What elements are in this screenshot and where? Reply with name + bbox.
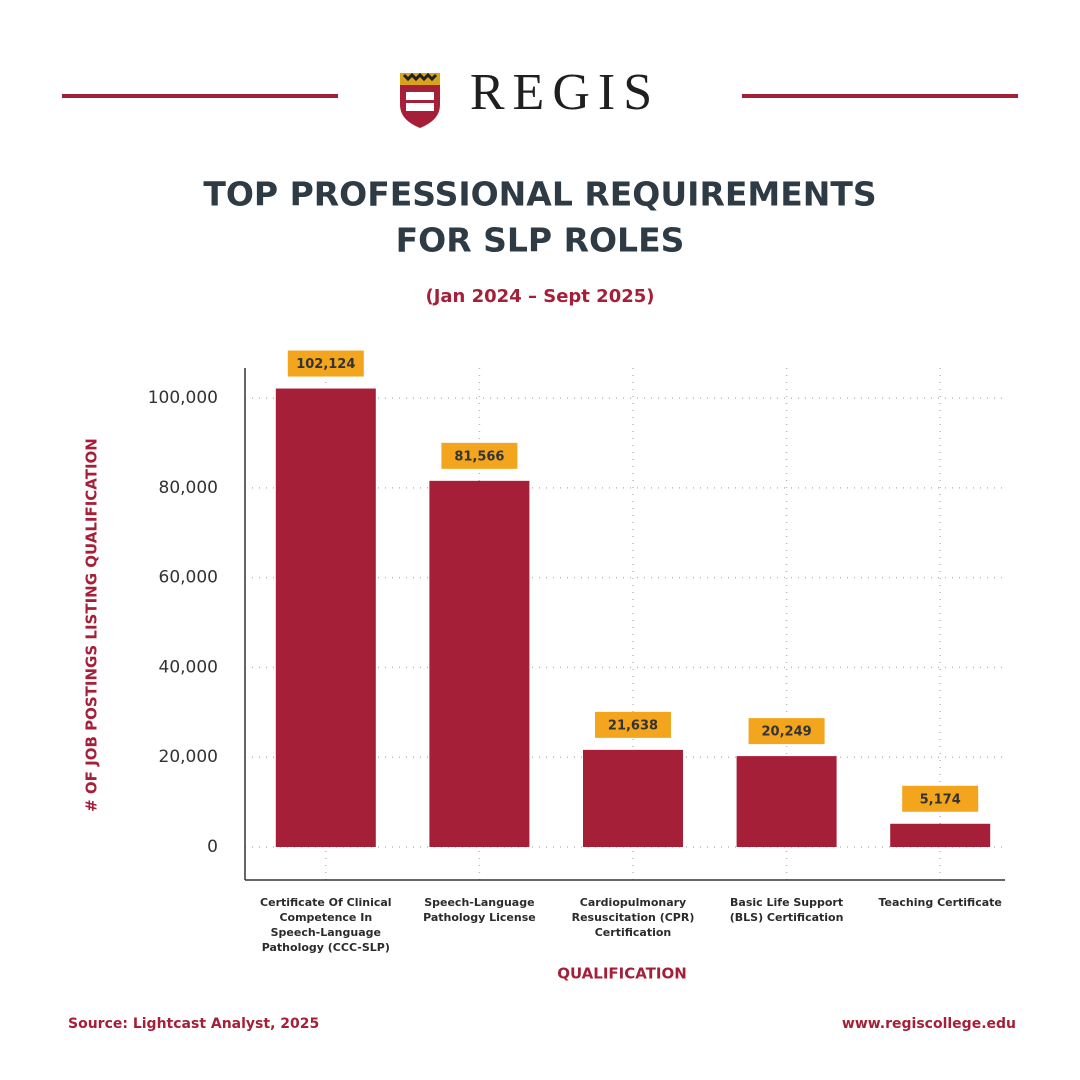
value-label: 81,566 bbox=[454, 449, 504, 464]
brand: REGIS bbox=[470, 64, 660, 121]
bar bbox=[275, 388, 376, 848]
y-tick-label: 0 bbox=[207, 837, 218, 857]
y-axis-label: # OF JOB POSTINGS LISTING QUALIFICATION bbox=[83, 438, 101, 812]
bar bbox=[736, 756, 837, 848]
logo-crest bbox=[400, 72, 440, 128]
x-tick-label: Certificate Of Clinical Competence In Sp… bbox=[260, 896, 392, 954]
chart-subtitle: (Jan 2024 – Sept 2025) bbox=[425, 286, 654, 307]
bar bbox=[583, 749, 683, 848]
x-tick-label: Teaching Certificate bbox=[878, 896, 1002, 909]
y-tick-label: 40,000 bbox=[159, 657, 218, 677]
y-tick-label: 60,000 bbox=[159, 568, 218, 588]
x-tick-label: Cardiopulmonary Resuscitation (CPR) Cert… bbox=[571, 896, 695, 939]
value-label: 21,638 bbox=[608, 718, 658, 733]
y-tick-label: 100,000 bbox=[148, 388, 218, 408]
x-tick-label: Speech-Language Pathology License bbox=[423, 896, 536, 924]
value-label-box bbox=[441, 442, 518, 469]
value-label-box bbox=[748, 718, 825, 745]
value-label: 102,124 bbox=[296, 357, 355, 372]
value-label-box bbox=[287, 350, 364, 377]
chart-title: TOP PROFESSIONAL REQUIREMENTS bbox=[203, 175, 876, 214]
bar bbox=[429, 480, 530, 848]
value-label: 5,174 bbox=[920, 792, 961, 807]
value-label-box bbox=[902, 785, 979, 812]
source: Source: Lightcast Analyst, 2025 bbox=[68, 1016, 319, 1032]
value-label-box bbox=[595, 711, 671, 738]
value-label: 20,249 bbox=[762, 725, 812, 740]
y-tick-label: 80,000 bbox=[159, 478, 218, 498]
x-axis-label: QUALIFICATION bbox=[557, 965, 687, 983]
x-tick-label: Basic Life Support (BLS) Certification bbox=[729, 896, 844, 924]
bar bbox=[890, 823, 991, 848]
chart-title: FOR SLP ROLES bbox=[396, 221, 685, 260]
website: www.regiscollege.edu bbox=[842, 1016, 1016, 1032]
y-tick-label: 20,000 bbox=[159, 747, 218, 767]
